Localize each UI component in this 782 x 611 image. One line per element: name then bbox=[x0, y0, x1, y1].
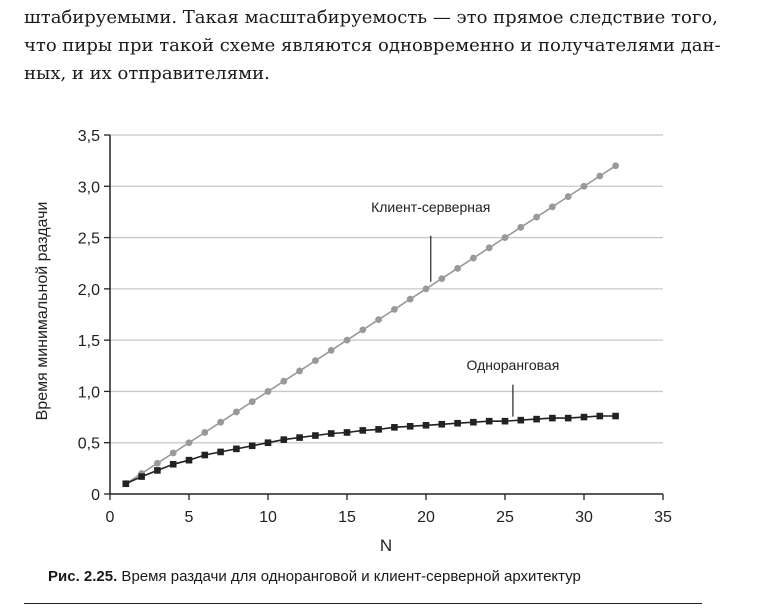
data-point bbox=[264, 388, 272, 395]
data-point bbox=[422, 285, 430, 293]
data-point bbox=[296, 367, 303, 375]
data-point bbox=[596, 412, 604, 420]
y-tick-label: 3,0 bbox=[78, 179, 100, 196]
divider bbox=[24, 603, 702, 604]
y-tick-label: 2,0 bbox=[78, 282, 100, 299]
series bbox=[122, 162, 619, 488]
data-point bbox=[596, 172, 604, 180]
x-tick-label: 10 bbox=[259, 509, 277, 526]
data-point bbox=[375, 316, 382, 324]
data-point bbox=[201, 429, 209, 436]
annotations: Клиент-серверная Одноранговая bbox=[371, 199, 559, 417]
axes bbox=[109, 135, 663, 495]
data-point bbox=[154, 459, 161, 467]
data-point bbox=[343, 429, 351, 436]
data-point bbox=[564, 414, 572, 422]
figure-caption-text: Время раздачи для одноранговой и клиент-… bbox=[117, 568, 581, 585]
y-tick-label: 1,5 bbox=[78, 333, 100, 350]
text-line: штабируемыми. Такая масштабируемость — э… bbox=[24, 7, 718, 28]
x-tick-label: 5 bbox=[185, 509, 194, 526]
data-point bbox=[406, 423, 414, 430]
data-point bbox=[391, 305, 398, 313]
annotation-label: Одноранговая bbox=[466, 357, 559, 373]
data-point bbox=[280, 436, 288, 443]
data-point bbox=[169, 449, 177, 457]
data-point bbox=[485, 417, 493, 425]
data-point bbox=[549, 414, 556, 422]
data-point bbox=[359, 326, 367, 334]
data-point bbox=[217, 418, 225, 426]
y-tick-label: 3,5 bbox=[78, 128, 100, 145]
y-tick-label: 1,0 bbox=[78, 384, 100, 401]
data-point bbox=[280, 377, 288, 385]
x-tick-label: 20 bbox=[417, 509, 435, 526]
data-point bbox=[312, 357, 319, 365]
data-point bbox=[233, 408, 240, 416]
text-line: ных, и их отправителями. bbox=[24, 63, 270, 84]
body-text: штабируемыми. Такая масштабируемость — э… bbox=[24, 4, 724, 88]
data-point bbox=[438, 275, 446, 282]
data-point bbox=[517, 223, 525, 231]
data-point bbox=[485, 244, 493, 252]
data-point bbox=[612, 412, 619, 420]
data-point bbox=[233, 445, 240, 453]
data-point bbox=[327, 430, 335, 437]
data-point bbox=[470, 254, 477, 262]
grid-lines bbox=[110, 134, 663, 444]
data-point bbox=[406, 295, 414, 303]
data-point bbox=[580, 182, 588, 190]
data-point bbox=[169, 460, 177, 468]
data-point bbox=[312, 432, 319, 439]
x-tick-label: 30 bbox=[575, 509, 593, 526]
data-point bbox=[517, 416, 525, 424]
figure-number: Рис. 2.25. bbox=[48, 568, 118, 585]
annotation-label: Клиент-серверная bbox=[371, 199, 490, 215]
data-point bbox=[248, 398, 256, 406]
data-point bbox=[154, 467, 161, 474]
y-axis-label: Время минимальной раздачи bbox=[34, 202, 51, 421]
data-point bbox=[375, 426, 382, 433]
data-point bbox=[470, 418, 477, 426]
x-tick-label: 15 bbox=[338, 509, 356, 526]
x-axis-label: N bbox=[380, 536, 392, 555]
x-tick-label: 0 bbox=[106, 509, 115, 526]
text-line: что пиры при такой схеме являются одновр… bbox=[24, 35, 721, 56]
tick-marks-and-labels: 0 0,5 1,0 1,5 2,0 2,5 3,0 3,5 0 5 10 15 20 25 30 35 bbox=[78, 128, 672, 526]
data-point bbox=[533, 213, 540, 221]
data-point bbox=[138, 473, 145, 480]
y-tick-label: 2,5 bbox=[78, 231, 100, 248]
data-point bbox=[422, 421, 430, 429]
y-tick-label: 0 bbox=[91, 487, 100, 504]
data-point bbox=[185, 456, 193, 464]
data-point bbox=[501, 234, 509, 241]
data-point bbox=[454, 419, 461, 427]
data-point bbox=[501, 417, 509, 425]
data-point bbox=[438, 420, 446, 428]
data-point bbox=[533, 415, 540, 423]
x-tick-label: 35 bbox=[654, 509, 672, 526]
x-tick-label: 25 bbox=[496, 509, 514, 526]
data-point bbox=[264, 439, 272, 447]
data-point bbox=[185, 439, 193, 447]
data-point bbox=[549, 203, 556, 211]
data-point bbox=[327, 347, 335, 354]
data-point bbox=[454, 264, 461, 272]
y-tick-label: 0,5 bbox=[78, 436, 100, 453]
data-point bbox=[391, 424, 398, 431]
data-point bbox=[248, 442, 256, 450]
data-point bbox=[343, 336, 351, 344]
data-point bbox=[296, 434, 303, 441]
data-point bbox=[201, 451, 209, 459]
data-point bbox=[122, 480, 130, 488]
data-point bbox=[217, 448, 224, 456]
data-point bbox=[564, 193, 572, 200]
data-point bbox=[612, 162, 619, 170]
data-point bbox=[580, 413, 588, 421]
data-point bbox=[359, 427, 367, 434]
figure-caption: Рис. 2.25. Время раздачи для однорангово… bbox=[48, 568, 581, 585]
series-line-2 bbox=[125, 415, 616, 485]
